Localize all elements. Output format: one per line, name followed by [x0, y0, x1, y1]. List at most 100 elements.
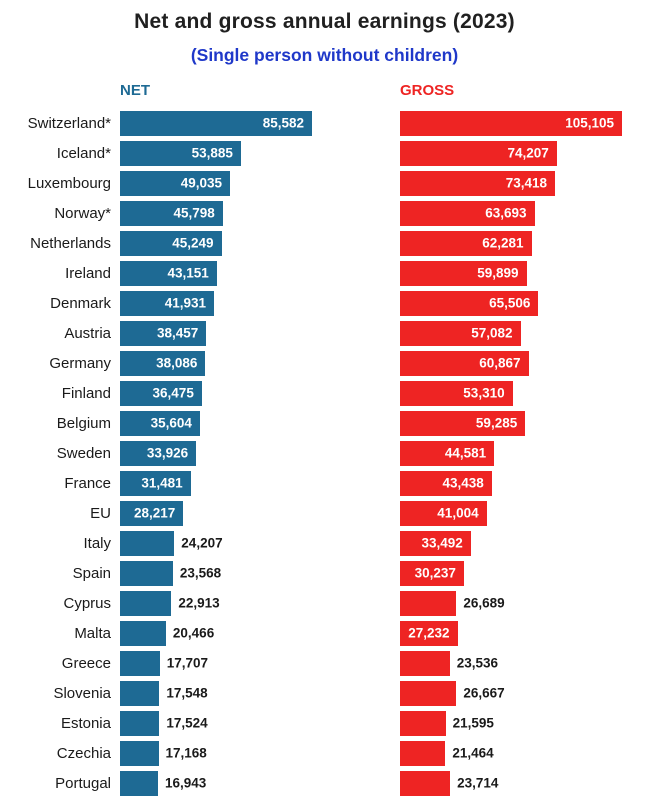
net-bar: 45,798	[120, 200, 223, 226]
net-value-label: 17,707	[166, 655, 209, 671]
category-label: Cyprus	[63, 594, 111, 612]
category-label: Greece	[61, 654, 111, 672]
net-bar-panel: 24,207	[120, 530, 312, 556]
gross-bar-panel: 44,581	[400, 440, 622, 466]
gross-value-label: 23,714	[457, 775, 499, 791]
gross-bar-panel: 26,667	[400, 680, 622, 706]
gross-bar: 43,438	[400, 470, 492, 496]
category-label: Italy	[83, 534, 111, 552]
net-bar-panel: 33,926	[120, 440, 312, 466]
gross-bar-panel: 73,418	[400, 170, 622, 196]
net-bar: 16,943	[120, 770, 206, 796]
gross-bar: 41,004	[400, 500, 487, 526]
gross-bar-panel: 59,285	[400, 410, 622, 436]
net-bar-panel: 17,548	[120, 680, 312, 706]
gross-bar-panel: 53,310	[400, 380, 622, 406]
net-bar: 38,457	[120, 320, 207, 346]
chart-row: Slovenia 17,548 26,667	[0, 678, 649, 708]
gross-bar-panel: 23,536	[400, 650, 622, 676]
gross-bar-panel: 105,105	[400, 110, 622, 136]
net-value-label: 45,249	[172, 235, 214, 251]
gross-bar: 74,207	[400, 140, 557, 166]
chart-row: Malta 20,466 27,232	[0, 618, 649, 648]
gross-value-label: 41,004	[437, 505, 479, 521]
chart-row: Luxembourg 49,035 73,418	[0, 168, 649, 198]
gross-value-label: 65,506	[489, 295, 531, 311]
header-spacer	[6, 82, 120, 99]
gross-value-label: 21,595	[452, 715, 494, 731]
chart-row: Cyprus 22,913 26,689	[0, 588, 649, 618]
chart-row: Ireland 43,151 59,899	[0, 258, 649, 288]
gross-bar-panel: 26,689	[400, 590, 622, 616]
net-bar: 45,249	[120, 230, 222, 256]
net-bar-panel: 20,466	[120, 620, 312, 646]
net-bar: 53,885	[120, 140, 241, 166]
category-label: Norway*	[54, 204, 111, 222]
category-label: Austria	[64, 324, 111, 342]
chart-row: Estonia 17,524 21,595	[0, 708, 649, 738]
gross-value-label: 23,536	[456, 655, 498, 671]
chart-row: Denmark 41,931 65,506	[0, 288, 649, 318]
chart-row: Germany 38,086 60,867	[0, 348, 649, 378]
net-bar-panel: 35,604	[120, 410, 312, 436]
gross-bar: 27,232	[400, 620, 458, 646]
net-bar: 33,926	[120, 440, 197, 466]
chart-row: Iceland* 53,885 74,207	[0, 138, 649, 168]
gross-value-label: 62,281	[482, 235, 524, 251]
net-value-label: 43,151	[167, 265, 209, 281]
gross-bar: 33,492	[400, 530, 471, 556]
category-label: Malta	[74, 624, 111, 642]
gross-bar: 21,595	[400, 710, 494, 736]
net-value-label: 35,604	[150, 415, 192, 431]
gross-bar: 30,237	[400, 560, 464, 586]
gross-bar: 21,464	[400, 740, 494, 766]
net-bar: 49,035	[120, 170, 230, 196]
net-bar-panel: 31,481	[120, 470, 312, 496]
net-bar: 24,207	[120, 530, 223, 556]
net-value-label: 17,548	[166, 685, 208, 701]
gross-value-label: 105,105	[565, 115, 614, 131]
net-value-label: 49,035	[180, 175, 222, 191]
gross-bar: 59,899	[400, 260, 527, 286]
gross-bar-panel: 21,464	[400, 740, 622, 766]
net-bar-panel: 45,798	[120, 200, 312, 226]
net-bar-panel: 41,931	[120, 290, 312, 316]
gross-bar: 26,667	[400, 680, 505, 706]
net-value-label: 22,913	[178, 595, 220, 611]
gross-bar-panel: 63,693	[400, 200, 622, 226]
category-label: Finland	[61, 384, 111, 402]
gross-value-label: 59,285	[475, 415, 518, 431]
chart-row: Portugal 16,943 23,714	[0, 768, 649, 798]
net-bar-panel: 49,035	[120, 170, 312, 196]
net-value-label: 85,582	[262, 115, 304, 131]
net-bar: 43,151	[120, 260, 217, 286]
net-bar: 23,568	[120, 560, 221, 586]
net-bar-panel: 43,151	[120, 260, 312, 286]
gross-bar-panel: 21,595	[400, 710, 622, 736]
net-bar-panel: 17,707	[120, 650, 312, 676]
net-bar: 22,913	[120, 590, 220, 616]
gross-value-label: 33,492	[421, 535, 463, 551]
gross-value-label: 74,207	[507, 145, 549, 161]
net-value-label: 45,798	[173, 205, 215, 221]
net-bar-panel: 53,885	[120, 140, 312, 166]
gross-value-label: 21,464	[452, 745, 494, 761]
gross-value-label: 43,438	[442, 475, 484, 491]
gross-value-label: 27,232	[408, 625, 450, 641]
chart-row: Greece 17,707 23,536	[0, 648, 649, 678]
net-bar-panel: 16,943	[120, 770, 312, 796]
gross-bar: 59,285	[400, 410, 526, 436]
gross-bar-panel: 57,082	[400, 320, 622, 346]
chart-row: Norway* 45,798 63,693	[0, 198, 649, 228]
gross-bar-panel: 23,714	[400, 770, 622, 796]
chart-subtitle: (Single person without children)	[190, 45, 459, 65]
category-label: Czechia	[56, 744, 111, 762]
category-label: Luxembourg	[27, 174, 111, 192]
category-label: Spain	[72, 564, 111, 582]
net-series-header: NET	[120, 82, 150, 99]
net-bar: 20,466	[120, 620, 214, 646]
net-bar-panel: 23,568	[120, 560, 312, 586]
category-label: Germany	[49, 354, 111, 372]
net-value-label: 16,943	[165, 775, 207, 791]
gross-bar-panel: 43,438	[400, 470, 622, 496]
